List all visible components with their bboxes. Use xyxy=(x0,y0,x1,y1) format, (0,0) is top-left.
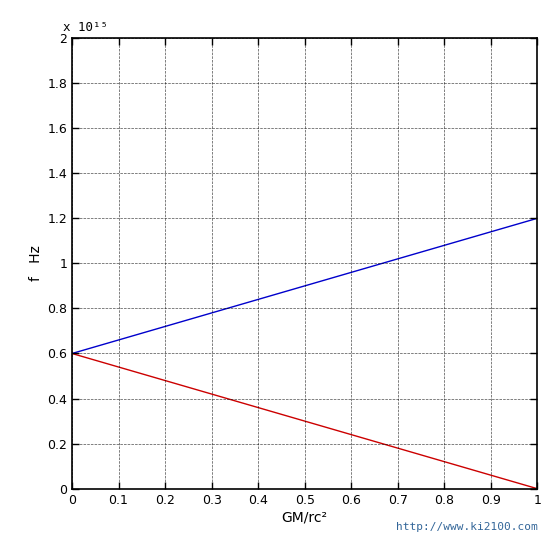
Text: http://www.ki2100.com: http://www.ki2100.com xyxy=(396,522,537,532)
X-axis label: GM/rc²: GM/rc² xyxy=(281,511,328,525)
Text: x 10¹⁵: x 10¹⁵ xyxy=(63,21,107,34)
Y-axis label: f   Hz: f Hz xyxy=(29,245,43,281)
